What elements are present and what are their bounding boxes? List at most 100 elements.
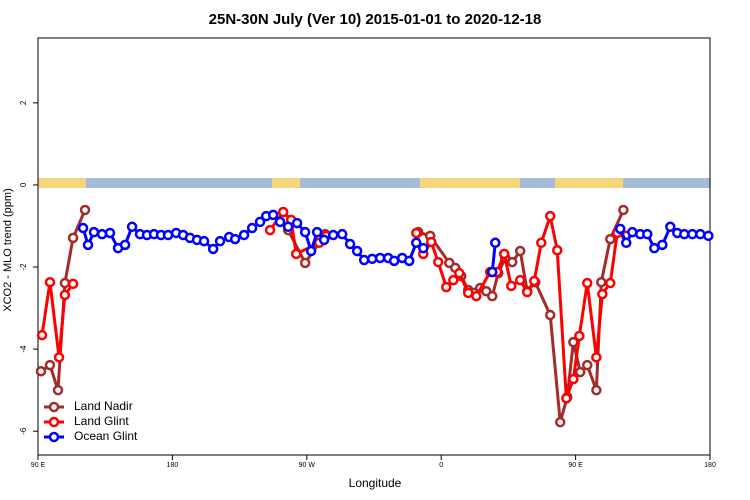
data-point (568, 373, 579, 385)
data-point (432, 256, 444, 268)
data-point (514, 245, 526, 257)
data-point (487, 290, 498, 302)
data-point (514, 274, 526, 286)
data-point (462, 287, 474, 299)
data-point (403, 255, 415, 267)
data-point (388, 255, 400, 267)
data-point (649, 242, 660, 254)
data-point (581, 359, 593, 371)
data-point (254, 216, 266, 228)
y-tick-label: 0 (19, 182, 28, 187)
data-point (551, 244, 563, 256)
data-point (544, 309, 556, 321)
data-point (198, 235, 210, 247)
data-point (299, 257, 311, 269)
data-point (615, 223, 626, 235)
data-point (277, 206, 289, 218)
data-point (229, 233, 241, 245)
data-point (336, 228, 348, 240)
data-point (418, 242, 429, 254)
x-tick-label: 180 (167, 462, 179, 469)
data-point (67, 232, 79, 244)
x-tick-label: 180 (704, 462, 716, 469)
data-point (574, 330, 585, 342)
data-point (411, 237, 422, 249)
data-point (620, 237, 632, 249)
data-point (448, 274, 459, 286)
data-point (642, 228, 653, 240)
data-point (214, 235, 226, 247)
data-point (126, 221, 138, 233)
data-point (411, 227, 422, 239)
x-tick-label: 90 W (299, 462, 316, 469)
data-point (318, 234, 330, 246)
data-point (596, 276, 607, 288)
data-point (44, 359, 56, 371)
legend-label: Land Nadir (74, 399, 133, 413)
data-point (88, 226, 100, 238)
data-point (521, 286, 533, 298)
data-point (574, 366, 586, 378)
data-point (59, 289, 71, 301)
x-tick-label: 90 E (568, 462, 583, 469)
data-point (358, 254, 370, 266)
data-point (104, 227, 116, 239)
data-point (581, 277, 593, 289)
data-point (591, 352, 602, 363)
data-point (498, 248, 510, 260)
data-point (282, 221, 294, 233)
data-point (425, 236, 437, 248)
data-point (505, 280, 517, 292)
data-point (536, 237, 547, 249)
data-point (544, 210, 556, 222)
data-point (264, 224, 276, 236)
data-point (490, 237, 501, 249)
data-point (441, 281, 452, 293)
data-point (274, 216, 286, 228)
data-point (374, 252, 386, 264)
data-point (618, 204, 629, 216)
data-point (665, 221, 676, 233)
data-point (35, 366, 47, 377)
data-point (507, 256, 518, 268)
data-point (487, 266, 498, 278)
data-point (77, 222, 89, 234)
data-point (344, 238, 356, 250)
legend-label: Ocean Glint (74, 429, 138, 443)
data-point (246, 222, 258, 234)
data-point (657, 239, 668, 251)
x-tick-label: 90 E (31, 462, 46, 469)
data-point (591, 384, 602, 396)
data-point (561, 393, 572, 404)
legend-marker (48, 431, 60, 443)
data-point (267, 209, 279, 221)
x-axis-label: Longitude (349, 476, 402, 490)
data-point (290, 248, 302, 260)
data-point (162, 229, 174, 241)
data-point (604, 277, 616, 289)
data-point (53, 352, 65, 363)
y-tick-label: -2 (19, 263, 28, 271)
data-point (305, 245, 317, 257)
data-point (291, 217, 303, 229)
data-point (528, 275, 540, 287)
map-strip (38, 178, 710, 188)
data-point (299, 226, 311, 238)
data-point (44, 276, 56, 288)
data-point (454, 267, 465, 279)
data-point (238, 229, 250, 241)
y-tick-label: -4 (19, 345, 28, 353)
data-point (96, 228, 108, 240)
plot-frame (37, 37, 711, 456)
data-point (327, 229, 339, 241)
data-point (604, 233, 616, 245)
data-point (119, 239, 131, 251)
data-point (471, 290, 482, 302)
legend-marker (48, 416, 60, 428)
data-point (597, 288, 608, 300)
data-point (59, 277, 71, 289)
chart-title: 25N-30N July (Ver 10) 2015-01-01 to 2020… (209, 11, 542, 28)
y-tick-label: -6 (19, 427, 28, 435)
data-point (703, 230, 714, 242)
data-point (82, 239, 94, 251)
